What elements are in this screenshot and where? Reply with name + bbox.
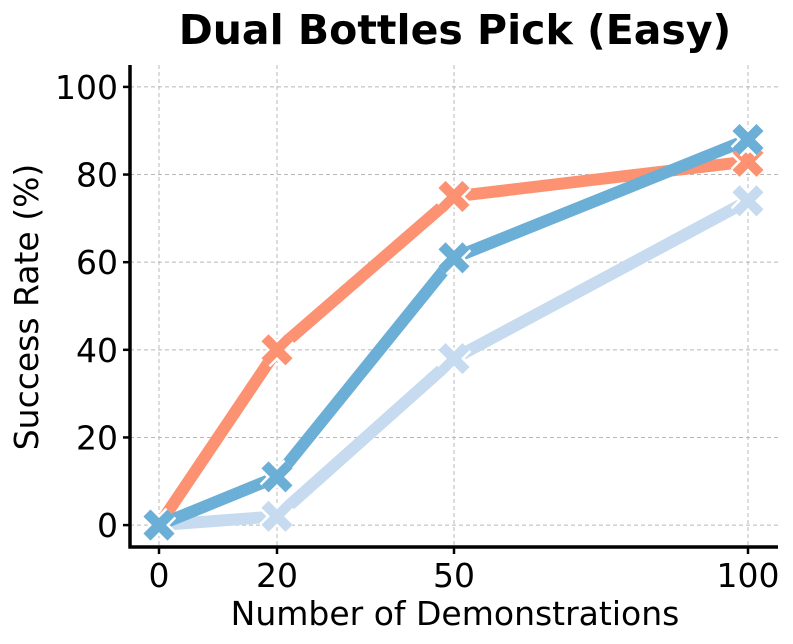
data-point bbox=[436, 179, 472, 214]
y-axis-label: Success Rate (%) bbox=[7, 164, 46, 451]
series-line bbox=[153, 155, 754, 532]
x-marker bbox=[732, 123, 764, 156]
x-axis-label: Number of Demonstrations bbox=[231, 594, 680, 633]
grid bbox=[130, 65, 778, 547]
data-point bbox=[730, 122, 766, 157]
data-point bbox=[436, 341, 472, 376]
y-tick-label: 60 bbox=[76, 243, 118, 282]
axes: 0 20 50 100 0 20 40 60 80 100 bbox=[55, 65, 780, 595]
x-marker bbox=[732, 185, 764, 217]
data-point bbox=[259, 332, 295, 368]
x-tick-label: 20 bbox=[256, 556, 298, 595]
series-line bbox=[153, 194, 754, 532]
series-3 bbox=[141, 122, 766, 543]
data-point bbox=[141, 507, 177, 543]
data-point bbox=[259, 459, 295, 495]
data-point bbox=[730, 183, 766, 219]
chart-title: Dual Bottles Pick (Easy) bbox=[179, 6, 732, 54]
x-tick-label: 50 bbox=[433, 556, 475, 595]
x-marker bbox=[261, 500, 293, 532]
y-tick-label: 80 bbox=[76, 156, 118, 195]
x-marker bbox=[438, 180, 470, 212]
series-group bbox=[141, 122, 766, 543]
x-tick-label: 0 bbox=[149, 556, 170, 595]
y-tick-label: 100 bbox=[55, 68, 118, 107]
x-marker bbox=[261, 461, 293, 493]
y-tick-label: 0 bbox=[97, 506, 118, 545]
data-point bbox=[436, 240, 472, 276]
series-line bbox=[153, 133, 754, 532]
x-marker bbox=[143, 509, 175, 541]
y-tick-label: 40 bbox=[76, 331, 118, 370]
data-point bbox=[259, 499, 295, 534]
x-tick-label: 100 bbox=[717, 556, 780, 595]
x-marker bbox=[438, 242, 470, 274]
y-tick-label: 20 bbox=[76, 418, 118, 457]
x-marker bbox=[438, 343, 470, 375]
x-marker bbox=[261, 334, 293, 366]
